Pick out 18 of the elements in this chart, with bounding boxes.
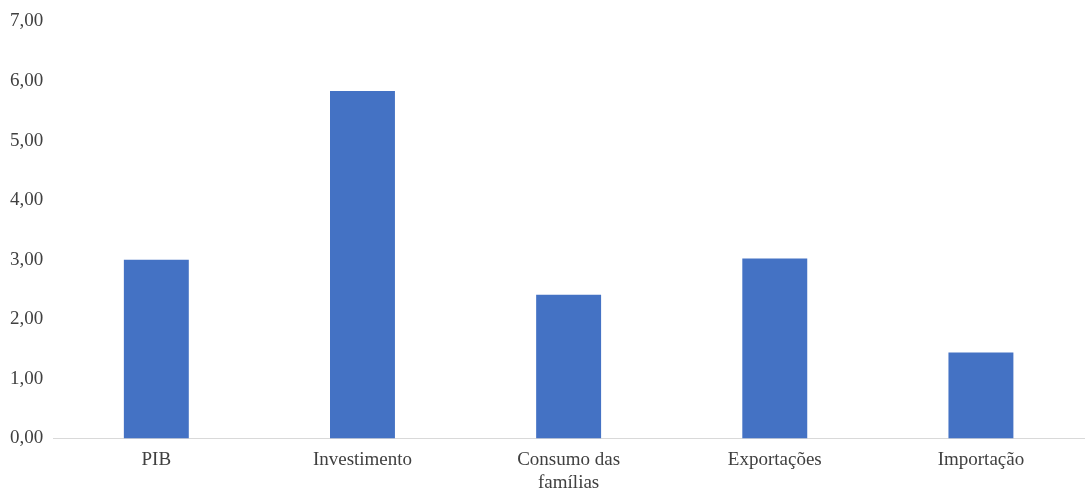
x-tick-label: Exportações (727, 447, 822, 469)
x-tick-label: PIB (141, 447, 172, 469)
x-tick-label: Consumo das famílias (517, 447, 621, 492)
y-tick-label: 5,00 (10, 128, 44, 150)
bar (536, 294, 602, 439)
y-tick-label: 2,00 (10, 307, 44, 329)
x-tick-label: Importação (937, 447, 1025, 469)
y-tick-label: 6,00 (10, 68, 44, 90)
bar (330, 91, 395, 439)
y-tick-label: 3,00 (10, 247, 44, 269)
y-tick-label: 4,00 (10, 188, 44, 210)
y-tick-label: 7,00 (10, 9, 44, 31)
bar (948, 352, 1014, 439)
bar (123, 259, 189, 439)
bar (742, 258, 808, 439)
y-tick-label: 0,00 (10, 426, 44, 448)
x-tick-label: Investimento (312, 447, 413, 469)
y-tick-label: 1,00 (10, 366, 44, 388)
